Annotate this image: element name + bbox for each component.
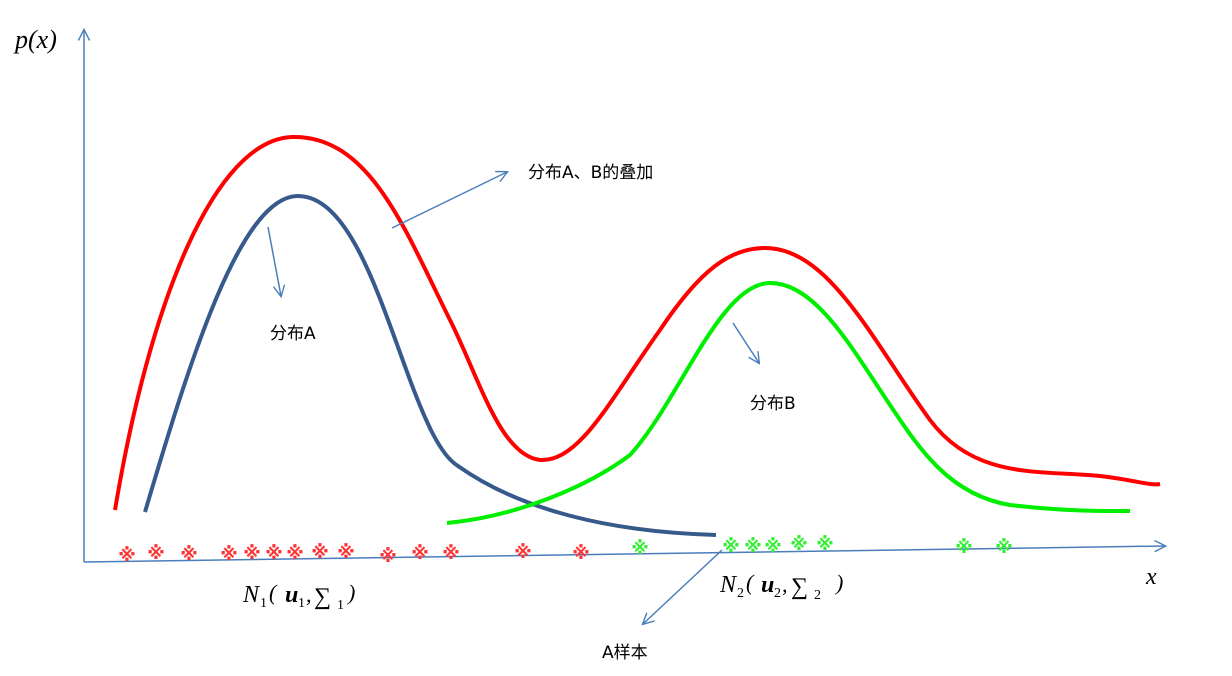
a-sample-marker: ※ <box>180 544 198 565</box>
distribution-a-curve <box>143 193 717 537</box>
a-sample-marker: ※ <box>118 545 136 566</box>
svg-text:N: N <box>719 572 738 598</box>
svg-text:2: 2 <box>774 586 781 601</box>
y-axis-label: p(x) <box>13 25 57 54</box>
svg-text:,: , <box>306 582 312 607</box>
x-axis-label: x <box>1145 564 1157 590</box>
sum-curve <box>113 134 1161 511</box>
svg-text:2: 2 <box>814 588 821 603</box>
x-axis <box>83 546 1165 563</box>
svg-text:,: , <box>782 572 788 597</box>
svg-text:∑: ∑ <box>791 574 808 600</box>
a-sample-marker: ※ <box>572 543 590 564</box>
a-sample-marker: ※ <box>243 543 261 564</box>
svg-text:N: N <box>242 582 261 608</box>
sum-pointer-arrow <box>391 172 507 229</box>
svg-text:∑: ∑ <box>314 584 331 610</box>
svg-text:(: ( <box>269 580 278 605</box>
a-sample-marker: ※ <box>411 543 429 564</box>
n1-formula: N 1 ( u 1 , ∑ 1 ) <box>242 580 355 613</box>
b-sample-marker: ※ <box>631 538 649 559</box>
svg-text:1: 1 <box>298 596 305 611</box>
a-sample-marker: ※ <box>147 543 165 564</box>
a-sample-marker: ※ <box>265 543 283 564</box>
svg-text:1: 1 <box>337 598 344 613</box>
svg-text:2: 2 <box>737 586 744 601</box>
b-sample-marker: ※ <box>764 536 782 557</box>
b-sample-marker: ※ <box>816 534 834 555</box>
b-sample-marker: ※ <box>744 536 762 557</box>
distribution-a-label: 分布A <box>270 324 316 344</box>
sample-markers: ※ ※ ※ ※ ※ ※ ※ ※ ※ ※ ※ ※ ※ ※ ※ ※ ※ ※ ※ ※ ※ ※ <box>118 534 1013 567</box>
sample-label: A样本 <box>602 643 648 663</box>
a-sample-marker: ※ <box>220 544 238 565</box>
sample-pointer-arrow <box>643 549 723 624</box>
svg-text:): ) <box>834 570 843 595</box>
b-sample-marker: ※ <box>790 534 808 555</box>
svg-text:1: 1 <box>260 596 267 611</box>
b-sample-marker: ※ <box>995 537 1013 558</box>
b-sample-marker: ※ <box>722 536 740 557</box>
a-sample-marker: ※ <box>311 542 329 563</box>
a-sample-marker: ※ <box>337 542 355 563</box>
n2-formula: N 2 ( u 2 , ∑ 2 ) <box>719 570 843 603</box>
a-sample-marker: ※ <box>442 543 460 564</box>
a-pointer-arrow <box>267 226 281 296</box>
a-sample-marker: ※ <box>286 543 304 564</box>
svg-text:(: ( <box>746 570 755 595</box>
b-sample-marker: ※ <box>955 537 973 558</box>
svg-text:): ) <box>346 580 355 605</box>
distribution-b-label: 分布B <box>750 394 796 414</box>
b-pointer-arrow <box>732 322 759 363</box>
a-sample-marker: ※ <box>379 546 397 567</box>
svg-text:u: u <box>285 582 298 608</box>
svg-text:u: u <box>761 572 774 598</box>
distribution-b-curve <box>446 280 1131 525</box>
a-sample-marker: ※ <box>514 542 532 563</box>
sum-label: 分布A、B的叠加 <box>528 163 653 183</box>
